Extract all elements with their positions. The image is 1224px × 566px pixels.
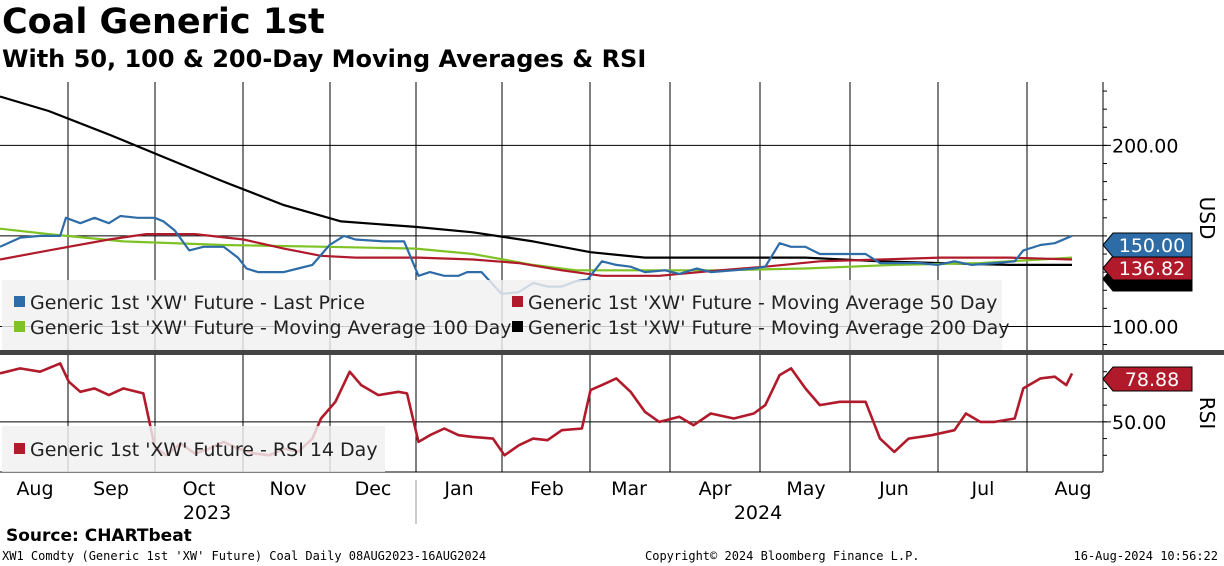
price-value-tag: 150.00 xyxy=(1119,235,1185,257)
panel-divider xyxy=(0,350,1224,355)
price-axis-title: USD xyxy=(1195,197,1219,240)
x-tick-label: Jan xyxy=(443,478,473,500)
x-tick-label: Jul xyxy=(971,478,995,500)
ma50-line xyxy=(0,233,1073,277)
x-tick-label: Oct xyxy=(183,478,216,500)
chart-subtitle: With 50, 100 & 200-Day Moving Averages &… xyxy=(2,45,647,73)
price-ytick-label: 100.00 xyxy=(1112,316,1178,338)
year-label: 2023 xyxy=(183,502,231,524)
x-tick-label: Nov xyxy=(269,478,306,500)
ma50-value-tag-box xyxy=(1102,255,1193,281)
ticker-info: XW1 Comdty (Generic 1st 'XW' Future) Coa… xyxy=(2,549,487,563)
legend-swatch xyxy=(512,321,523,332)
x-tick-label: Sep xyxy=(93,478,129,500)
legend-label: Generic 1st 'XW' Future - Moving Average… xyxy=(528,292,997,314)
x-tick-label: Feb xyxy=(530,478,564,500)
legend-swatch xyxy=(14,296,25,307)
legend-label: Generic 1st 'XW' Future - RSI 14 Day xyxy=(30,439,378,461)
rsi-value-tag: 78.88 xyxy=(1125,369,1179,391)
rsi-value-tag-box xyxy=(1102,366,1193,392)
x-tick-label: Aug xyxy=(16,478,53,500)
x-tick-label: May xyxy=(786,478,825,500)
copyright-text: Copyright© 2024 Bloomberg Finance L.P. xyxy=(645,549,920,563)
x-tick-label: Dec xyxy=(355,478,392,500)
year-label: 2024 xyxy=(734,502,782,524)
price-value-tag-box xyxy=(1102,232,1193,258)
rsi-legend-box xyxy=(2,426,385,472)
ma200-line xyxy=(0,95,1072,266)
rsi-axis-title: RSI xyxy=(1195,397,1219,430)
legend-label: Generic 1st 'XW' Future - Moving Average… xyxy=(30,317,512,339)
price-ytick-label: 200.00 xyxy=(1112,135,1178,157)
x-tick-label: Mar xyxy=(611,478,647,500)
rsi-ytick-label: 50.00 xyxy=(1112,412,1166,434)
x-tick-label: Jun xyxy=(878,478,909,500)
timestamp-text: 16-Aug-2024 10:56:22 xyxy=(1073,549,1219,563)
legend-swatch xyxy=(14,443,25,454)
price-legend-box xyxy=(2,280,1002,350)
source-label: Source: CHARTbeat xyxy=(6,526,192,546)
legend-label: Generic 1st 'XW' Future - Last Price xyxy=(30,292,365,314)
legend-swatch xyxy=(512,296,523,307)
x-tick-label: Apr xyxy=(699,478,732,500)
x-tick-label: Aug xyxy=(1054,478,1091,500)
legend-label: Generic 1st 'XW' Future - Moving Average… xyxy=(528,317,1010,339)
legend-swatch xyxy=(14,321,25,332)
ma50-value-tag: 136.82 xyxy=(1119,258,1185,280)
chart-title: Coal Generic 1st xyxy=(2,2,325,42)
